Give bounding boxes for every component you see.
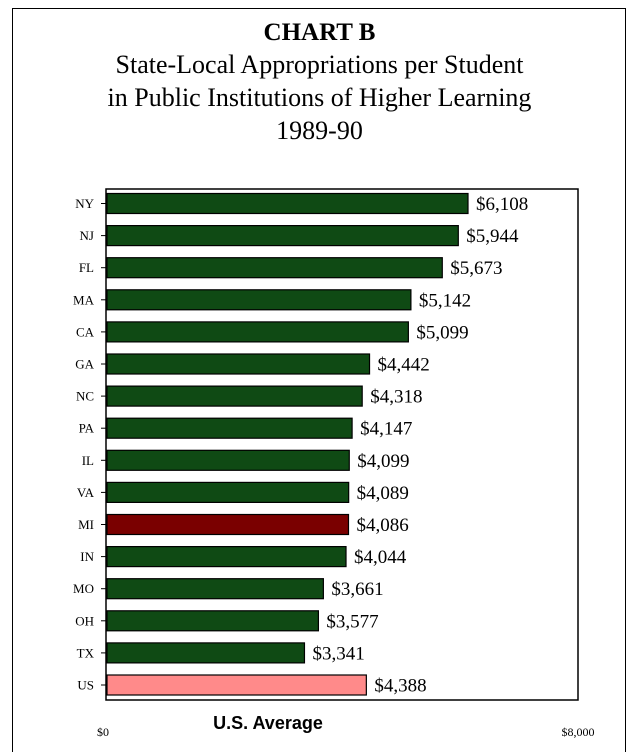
value-label-us: $4,388 xyxy=(374,676,426,697)
value-label-fl: $5,673 xyxy=(450,258,502,279)
bar-fl xyxy=(106,257,443,279)
value-label-ga: $4,442 xyxy=(378,355,430,376)
value-label-ca: $5,099 xyxy=(416,322,468,343)
category-label-in: IN xyxy=(80,549,94,564)
bar-il xyxy=(106,449,350,471)
us-average-label: U.S. Average xyxy=(213,713,323,733)
value-label-va: $4,089 xyxy=(357,483,409,504)
category-label-va: VA xyxy=(77,485,95,500)
value-label-nc: $4,318 xyxy=(370,387,422,408)
category-label-oh: OH xyxy=(75,613,94,628)
category-label-nj: NJ xyxy=(80,228,94,243)
value-label-pa: $4,147 xyxy=(360,419,412,440)
bar-ga xyxy=(106,353,371,375)
value-label-mi: $4,086 xyxy=(356,515,408,536)
category-label-mo: MO xyxy=(73,581,94,596)
plot-area xyxy=(105,188,579,701)
chart-frame xyxy=(12,8,626,752)
category-label-ny: NY xyxy=(75,196,94,211)
category-label-ma: MA xyxy=(73,292,95,307)
category-label-nc: NC xyxy=(76,389,94,404)
value-label-ma: $5,142 xyxy=(419,290,471,311)
x-tick-label-min: $0 xyxy=(97,725,109,739)
category-label-tx: TX xyxy=(77,645,95,660)
bar-in xyxy=(106,545,347,568)
bar-ca xyxy=(106,321,409,343)
bar-ma xyxy=(106,289,412,311)
value-label-oh: $3,577 xyxy=(326,611,378,632)
category-label-us: US xyxy=(77,678,94,693)
bar-us xyxy=(106,674,367,696)
category-label-ga: GA xyxy=(75,357,94,372)
bar-mi xyxy=(106,513,350,536)
bar-va xyxy=(106,481,350,503)
value-label-il: $4,099 xyxy=(357,451,409,472)
value-label-tx: $3,341 xyxy=(312,643,364,664)
value-label-in: $4,044 xyxy=(354,547,407,568)
value-label-mo: $3,661 xyxy=(331,579,383,600)
bar-ny xyxy=(106,192,469,215)
x-tick-label-max: $8,000 xyxy=(562,725,595,739)
category-label-pa: PA xyxy=(79,421,95,436)
chart-title: State-Local Appropriations per Student i… xyxy=(107,50,532,145)
chart-title-block: CHART B State-Local Appropriations per S… xyxy=(0,18,639,147)
category-label-il: IL xyxy=(82,453,94,468)
bar-tx xyxy=(106,642,306,664)
chart-tag: CHART B xyxy=(263,19,376,46)
bar-pa xyxy=(106,417,353,439)
bar-nc xyxy=(106,385,363,407)
category-label-fl: FL xyxy=(79,260,94,275)
category-label-mi: MI xyxy=(78,517,94,532)
bar-oh xyxy=(106,610,320,632)
bar-nj xyxy=(106,225,459,247)
value-label-ny: $6,108 xyxy=(476,194,528,215)
bar-mo xyxy=(106,578,324,600)
value-label-nj: $5,944 xyxy=(466,226,519,247)
category-label-ca: CA xyxy=(76,324,95,339)
